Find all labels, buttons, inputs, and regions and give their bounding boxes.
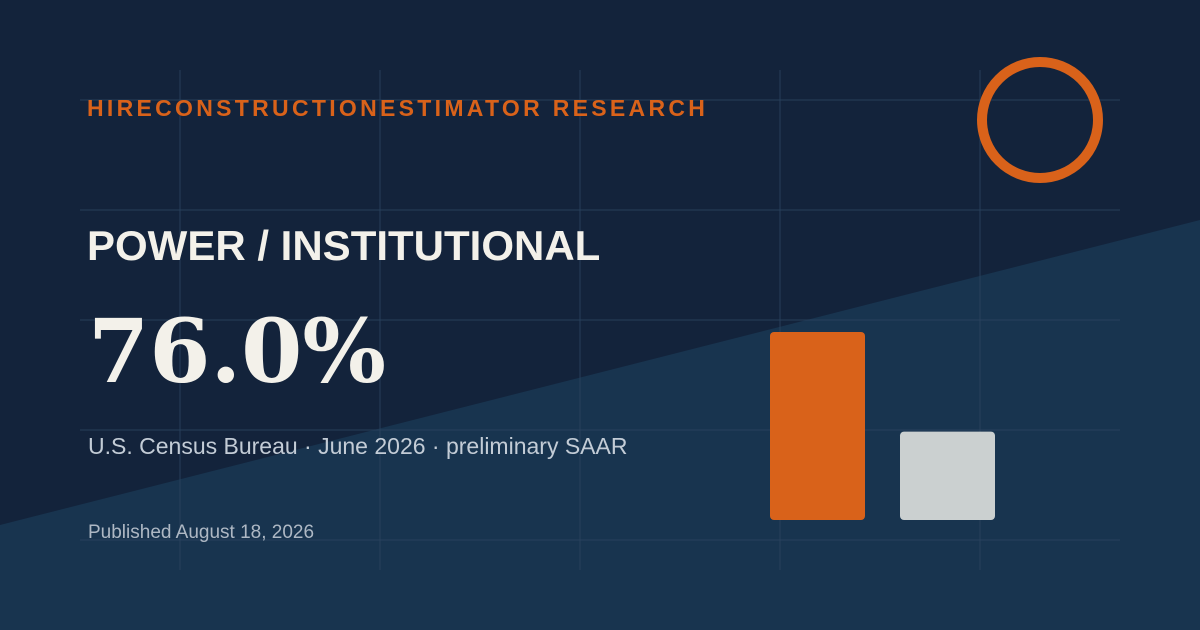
published-date: Published August 18, 2026 xyxy=(88,522,315,543)
headline-value: 76.0% xyxy=(88,299,386,403)
source-line: U.S. Census Bureau · June 2026 · prelimi… xyxy=(88,433,628,459)
ring-decoration xyxy=(977,57,1103,183)
brand-label: HIRECONSTRUCTIONESTIMATOR RESEARCH xyxy=(87,95,709,121)
category-title: POWER / INSTITUTIONAL xyxy=(87,222,601,269)
mini-bar-chart xyxy=(770,332,995,520)
chart-bar-1 xyxy=(770,332,865,520)
chart-bar-2 xyxy=(900,431,995,520)
background-diagonal-panel xyxy=(0,220,1200,630)
